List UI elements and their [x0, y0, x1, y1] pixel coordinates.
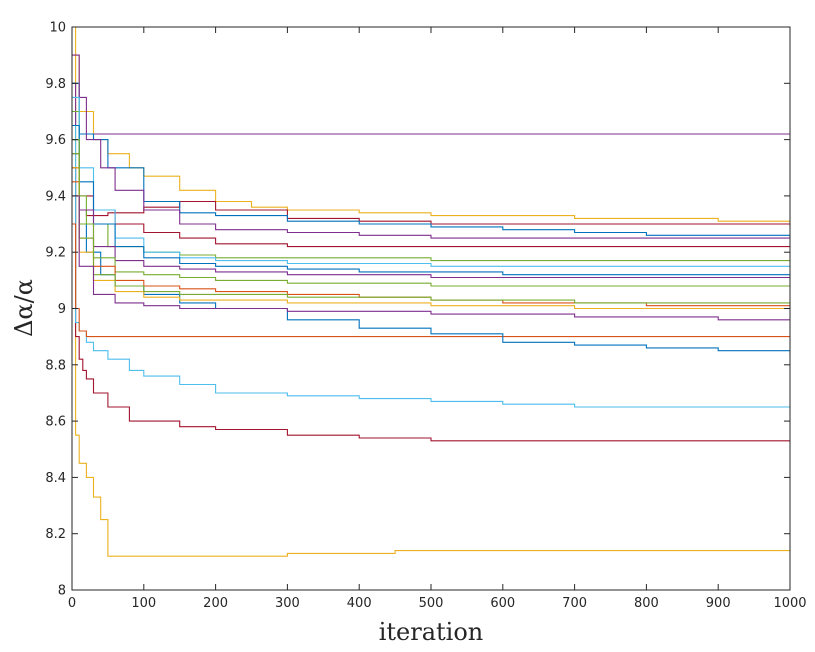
- x-tick-label: 200: [203, 596, 228, 611]
- x-tick-label: 400: [347, 596, 372, 611]
- series-line-7: [72, 54, 790, 224]
- x-tick-label: 800: [634, 596, 659, 611]
- axes: [71, 26, 791, 591]
- x-tick-label: 900: [706, 596, 731, 611]
- series-group: [72, 27, 790, 557]
- x-tick-label: 700: [562, 596, 587, 611]
- y-tick-label: 9.4: [45, 189, 66, 204]
- y-tick-label: 8.6: [45, 415, 66, 430]
- y-tick-label: 9.6: [45, 133, 66, 148]
- series-line-19: [72, 153, 790, 304]
- tick-labels: 0 100 200 300 400 500 600 700 800 900 1000 8 8.2 8.4 8…: [45, 21, 806, 612]
- y-axis-title: Δα/α: [10, 279, 38, 337]
- y-tick-label: 9.2: [45, 246, 66, 261]
- x-tick-label: 500: [419, 596, 444, 611]
- x-tick-label: 600: [490, 596, 515, 611]
- x-tick-label: 0: [68, 596, 76, 611]
- y-tick-label: 8.2: [45, 527, 66, 542]
- series-line-10: [72, 54, 790, 239]
- y-tick-label: 8.4: [45, 471, 66, 486]
- series-line-11: [72, 139, 790, 248]
- y-tick-label: 8.8: [45, 358, 66, 373]
- x-axis-title: iteration: [379, 618, 484, 646]
- series-line-20: [72, 195, 790, 321]
- series-line-5: [72, 139, 790, 357]
- series-line-6: [72, 82, 790, 135]
- y-tick-label: 8: [58, 584, 66, 599]
- x-tick-label: 100: [131, 596, 156, 611]
- series-line-17: [72, 181, 790, 307]
- series-line-4: [72, 223, 790, 338]
- x-tick-label: 1000: [773, 596, 806, 611]
- y-tick-label: 10: [49, 21, 66, 36]
- series-line-1: [72, 27, 790, 557]
- y-tick-label: 9.8: [45, 77, 66, 92]
- series-line-2: [72, 167, 790, 442]
- x-tick-label: 300: [275, 596, 300, 611]
- y-tick-label: 9: [58, 302, 66, 317]
